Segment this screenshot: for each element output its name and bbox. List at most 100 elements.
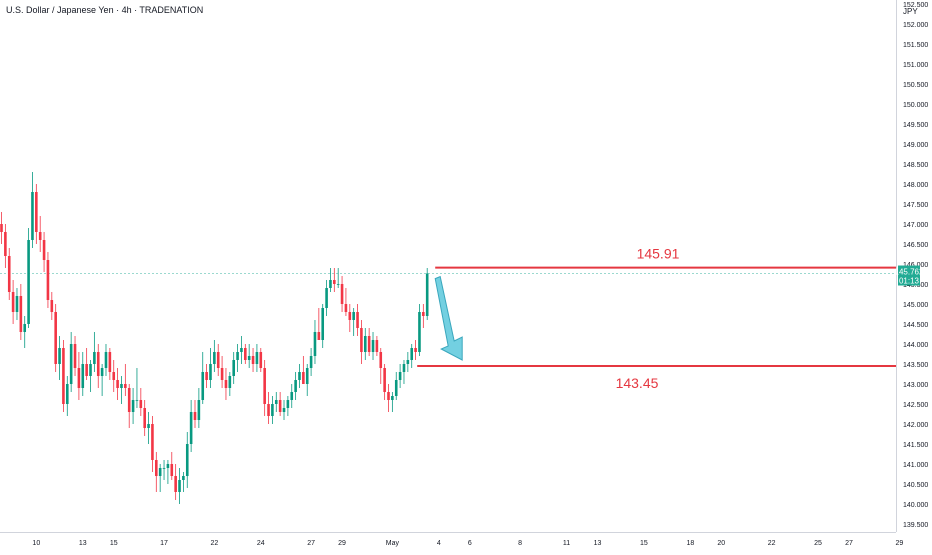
x-tick-label: 18 [686, 540, 694, 547]
candle [313, 320, 317, 364]
candle-body [422, 312, 425, 316]
candle [220, 356, 224, 388]
time-axis[interactable]: 10 13 15 17 22 24 27 29 May 4 6 8 11 13 15 18 20 22 25 27 29 [32, 540, 903, 547]
candle [247, 344, 251, 368]
candle [216, 344, 220, 376]
x-tick-label: 22 [210, 540, 218, 547]
price-levels[interactable]: 145.91 143.45 [417, 246, 896, 391]
candle [391, 392, 394, 412]
y-tick-label: 144.500 [903, 322, 928, 329]
x-tick-label: 27 [845, 540, 853, 547]
candle-body [182, 476, 185, 480]
down-arrow-shape[interactable] [434, 275, 463, 361]
down-arrow-annotation[interactable] [434, 275, 463, 361]
candle-body [11, 292, 15, 312]
currency-label[interactable]: JPY [903, 7, 918, 16]
candle-body [131, 400, 135, 412]
candle [73, 336, 77, 376]
candle [81, 352, 85, 396]
candle-body [282, 408, 286, 412]
candle-body [189, 412, 193, 444]
candle-body [54, 312, 57, 364]
candle [418, 304, 421, 356]
candle-body [19, 296, 23, 332]
candle-body [375, 340, 379, 352]
candle-body [402, 364, 406, 372]
candle [422, 304, 425, 328]
candle [104, 344, 108, 376]
candle [69, 332, 73, 392]
candle-body [367, 336, 371, 352]
candle-body [274, 400, 278, 404]
candle [62, 340, 65, 412]
candle-body [213, 352, 216, 364]
candle [54, 304, 57, 372]
candle-body [104, 352, 108, 368]
candle-body [352, 312, 355, 320]
candle [197, 388, 201, 428]
candle [356, 304, 359, 336]
y-tick-label: 141.500 [903, 442, 928, 449]
candle [352, 308, 355, 336]
candle-body [85, 364, 88, 376]
candle-body [143, 408, 146, 428]
candle-body [116, 380, 119, 388]
candle [27, 228, 30, 328]
candle [193, 400, 197, 428]
candle [131, 388, 135, 424]
candle-body [247, 356, 251, 360]
candle-body [263, 368, 266, 404]
candle [294, 372, 297, 400]
candle-body [69, 344, 73, 384]
x-tick-label: 17 [160, 540, 168, 547]
candle [11, 280, 15, 324]
candles [0, 172, 429, 504]
candle [309, 348, 313, 376]
candle [42, 232, 46, 272]
candle [263, 360, 266, 416]
candle [15, 288, 19, 320]
candle-body [170, 464, 174, 476]
y-tick-label: 146.500 [903, 242, 928, 249]
candle-body [216, 352, 220, 368]
x-tick-label: 11 [563, 540, 570, 547]
candle-body [197, 400, 201, 420]
candle [336, 268, 340, 288]
candle-body [302, 372, 305, 384]
candle-body [120, 384, 123, 388]
candle-body [185, 444, 189, 476]
candle [317, 308, 321, 340]
candle-body [394, 380, 398, 396]
candle-body [127, 388, 131, 412]
y-tick-label: 142.500 [903, 402, 928, 409]
x-tick-label: 24 [257, 540, 265, 547]
y-tick-label: 151.500 [903, 42, 928, 49]
candle-body [23, 324, 27, 332]
candle [147, 412, 150, 444]
candle-body [205, 372, 208, 380]
candle [305, 364, 309, 396]
candle-body [232, 360, 235, 376]
candle-body [406, 360, 410, 364]
candle [182, 472, 185, 492]
candle-body [240, 348, 243, 352]
candle [340, 276, 344, 312]
candle-body [62, 348, 65, 404]
candle-body [201, 372, 205, 400]
x-tick-label: 29 [338, 540, 346, 547]
y-tick-label: 152.000 [903, 22, 928, 29]
candle [155, 452, 158, 492]
y-tick-label: 151.000 [903, 62, 928, 69]
candle [46, 252, 50, 308]
candle [213, 340, 216, 372]
candle [139, 388, 143, 416]
level-label-143.45: 143.45 [616, 375, 659, 391]
candle [189, 400, 193, 452]
y-tick-label: 143.000 [903, 382, 928, 389]
candle [31, 172, 34, 248]
candle-body [162, 468, 166, 469]
candle [244, 344, 247, 364]
